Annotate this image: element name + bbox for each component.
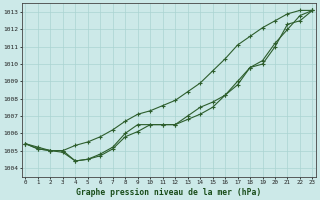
X-axis label: Graphe pression niveau de la mer (hPa): Graphe pression niveau de la mer (hPa) (76, 188, 261, 197)
